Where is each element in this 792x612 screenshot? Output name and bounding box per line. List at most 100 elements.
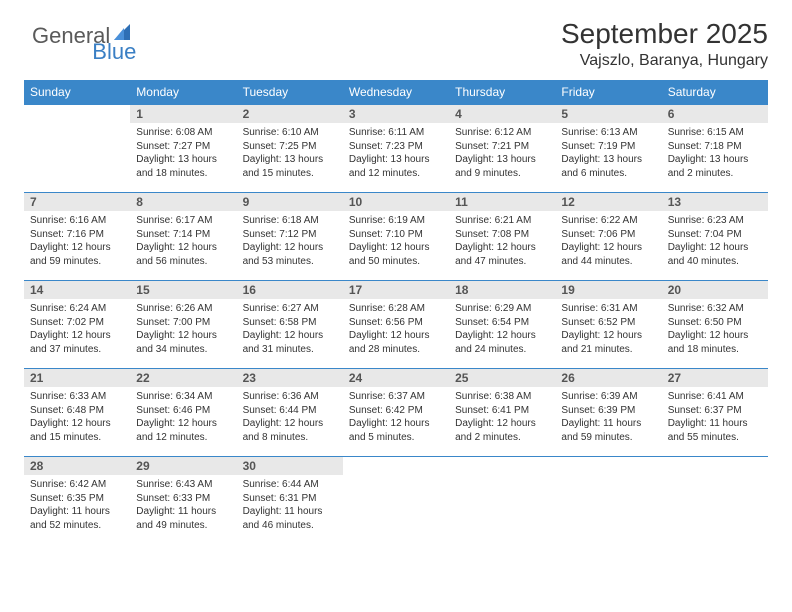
sunrise-line: Sunrise: 6:26 AM <box>136 302 230 316</box>
logo: General Blue <box>32 22 180 49</box>
calendar-table: Sunday Monday Tuesday Wednesday Thursday… <box>24 80 768 545</box>
sunrise-line: Sunrise: 6:27 AM <box>243 302 337 316</box>
daylight-line: Daylight: 11 hours and 52 minutes. <box>30 505 124 532</box>
sunrise-line: Sunrise: 6:39 AM <box>561 390 655 404</box>
calendar-day-cell <box>449 457 555 545</box>
daylight-line: Daylight: 13 hours and 12 minutes. <box>349 153 443 180</box>
sunrise-line: Sunrise: 6:42 AM <box>30 478 124 492</box>
col-monday: Monday <box>130 80 236 105</box>
day-details: Sunrise: 6:11 AMSunset: 7:23 PMDaylight:… <box>343 123 449 184</box>
daylight-line: Daylight: 12 hours and 50 minutes. <box>349 241 443 268</box>
daylight-line: Daylight: 13 hours and 6 minutes. <box>561 153 655 180</box>
col-tuesday: Tuesday <box>237 80 343 105</box>
sunrise-line: Sunrise: 6:17 AM <box>136 214 230 228</box>
sunset-line: Sunset: 7:04 PM <box>668 228 762 242</box>
day-details: Sunrise: 6:10 AMSunset: 7:25 PMDaylight:… <box>237 123 343 184</box>
day-number: 14 <box>24 281 130 299</box>
daylight-line: Daylight: 12 hours and 28 minutes. <box>349 329 443 356</box>
day-details: Sunrise: 6:16 AMSunset: 7:16 PMDaylight:… <box>24 211 130 272</box>
sunset-line: Sunset: 7:00 PM <box>136 316 230 330</box>
sunrise-line: Sunrise: 6:34 AM <box>136 390 230 404</box>
calendar-week-row: 14Sunrise: 6:24 AMSunset: 7:02 PMDayligh… <box>24 281 768 369</box>
calendar-day-cell: 25Sunrise: 6:38 AMSunset: 6:41 PMDayligh… <box>449 369 555 457</box>
sunset-line: Sunset: 7:27 PM <box>136 140 230 154</box>
day-number: 17 <box>343 281 449 299</box>
day-details: Sunrise: 6:19 AMSunset: 7:10 PMDaylight:… <box>343 211 449 272</box>
sunrise-line: Sunrise: 6:23 AM <box>668 214 762 228</box>
sunset-line: Sunset: 6:33 PM <box>136 492 230 506</box>
calendar-day-cell <box>24 105 130 193</box>
daylight-line: Daylight: 11 hours and 59 minutes. <box>561 417 655 444</box>
daylight-line: Daylight: 11 hours and 46 minutes. <box>243 505 337 532</box>
calendar-day-cell: 15Sunrise: 6:26 AMSunset: 7:00 PMDayligh… <box>130 281 236 369</box>
col-friday: Friday <box>555 80 661 105</box>
day-details: Sunrise: 6:15 AMSunset: 7:18 PMDaylight:… <box>662 123 768 184</box>
sunrise-line: Sunrise: 6:37 AM <box>349 390 443 404</box>
day-number: 12 <box>555 193 661 211</box>
daylight-line: Daylight: 12 hours and 12 minutes. <box>136 417 230 444</box>
daylight-line: Daylight: 12 hours and 44 minutes. <box>561 241 655 268</box>
daylight-line: Daylight: 12 hours and 2 minutes. <box>455 417 549 444</box>
day-number: 2 <box>237 105 343 123</box>
sunset-line: Sunset: 7:14 PM <box>136 228 230 242</box>
calendar-day-cell <box>662 457 768 545</box>
daylight-line: Daylight: 12 hours and 59 minutes. <box>30 241 124 268</box>
calendar-day-cell: 14Sunrise: 6:24 AMSunset: 7:02 PMDayligh… <box>24 281 130 369</box>
day-number: 4 <box>449 105 555 123</box>
calendar-day-cell: 19Sunrise: 6:31 AMSunset: 6:52 PMDayligh… <box>555 281 661 369</box>
day-details: Sunrise: 6:32 AMSunset: 6:50 PMDaylight:… <box>662 299 768 360</box>
sunset-line: Sunset: 7:02 PM <box>30 316 124 330</box>
calendar-day-cell: 23Sunrise: 6:36 AMSunset: 6:44 PMDayligh… <box>237 369 343 457</box>
day-details: Sunrise: 6:26 AMSunset: 7:00 PMDaylight:… <box>130 299 236 360</box>
sunset-line: Sunset: 6:48 PM <box>30 404 124 418</box>
daylight-line: Daylight: 12 hours and 18 minutes. <box>668 329 762 356</box>
day-number: 8 <box>130 193 236 211</box>
sunset-line: Sunset: 7:08 PM <box>455 228 549 242</box>
sunrise-line: Sunrise: 6:31 AM <box>561 302 655 316</box>
daylight-line: Daylight: 12 hours and 8 minutes. <box>243 417 337 444</box>
calendar-day-cell: 7Sunrise: 6:16 AMSunset: 7:16 PMDaylight… <box>24 193 130 281</box>
col-sunday: Sunday <box>24 80 130 105</box>
day-details: Sunrise: 6:24 AMSunset: 7:02 PMDaylight:… <box>24 299 130 360</box>
sunrise-line: Sunrise: 6:33 AM <box>30 390 124 404</box>
day-number: 27 <box>662 369 768 387</box>
calendar-day-cell: 30Sunrise: 6:44 AMSunset: 6:31 PMDayligh… <box>237 457 343 545</box>
day-number: 25 <box>449 369 555 387</box>
day-number: 13 <box>662 193 768 211</box>
calendar-day-cell: 18Sunrise: 6:29 AMSunset: 6:54 PMDayligh… <box>449 281 555 369</box>
day-number: 5 <box>555 105 661 123</box>
calendar-day-cell: 28Sunrise: 6:42 AMSunset: 6:35 PMDayligh… <box>24 457 130 545</box>
daylight-line: Daylight: 12 hours and 24 minutes. <box>455 329 549 356</box>
daylight-line: Daylight: 12 hours and 37 minutes. <box>30 329 124 356</box>
day-details: Sunrise: 6:42 AMSunset: 6:35 PMDaylight:… <box>24 475 130 536</box>
day-number: 22 <box>130 369 236 387</box>
sunrise-line: Sunrise: 6:16 AM <box>30 214 124 228</box>
sunrise-line: Sunrise: 6:22 AM <box>561 214 655 228</box>
day-details: Sunrise: 6:37 AMSunset: 6:42 PMDaylight:… <box>343 387 449 448</box>
sunrise-line: Sunrise: 6:36 AM <box>243 390 337 404</box>
day-number: 29 <box>130 457 236 475</box>
day-details: Sunrise: 6:28 AMSunset: 6:56 PMDaylight:… <box>343 299 449 360</box>
day-header-row: Sunday Monday Tuesday Wednesday Thursday… <box>24 80 768 105</box>
daylight-line: Daylight: 12 hours and 34 minutes. <box>136 329 230 356</box>
calendar-day-cell: 10Sunrise: 6:19 AMSunset: 7:10 PMDayligh… <box>343 193 449 281</box>
daylight-line: Daylight: 13 hours and 18 minutes. <box>136 153 230 180</box>
day-details: Sunrise: 6:38 AMSunset: 6:41 PMDaylight:… <box>449 387 555 448</box>
day-details: Sunrise: 6:08 AMSunset: 7:27 PMDaylight:… <box>130 123 236 184</box>
sunrise-line: Sunrise: 6:21 AM <box>455 214 549 228</box>
sunset-line: Sunset: 7:16 PM <box>30 228 124 242</box>
calendar-day-cell: 26Sunrise: 6:39 AMSunset: 6:39 PMDayligh… <box>555 369 661 457</box>
day-details: Sunrise: 6:29 AMSunset: 6:54 PMDaylight:… <box>449 299 555 360</box>
sunset-line: Sunset: 7:25 PM <box>243 140 337 154</box>
sunrise-line: Sunrise: 6:10 AM <box>243 126 337 140</box>
sunrise-line: Sunrise: 6:11 AM <box>349 126 443 140</box>
day-details: Sunrise: 6:33 AMSunset: 6:48 PMDaylight:… <box>24 387 130 448</box>
calendar-day-cell: 2Sunrise: 6:10 AMSunset: 7:25 PMDaylight… <box>237 105 343 193</box>
daylight-line: Daylight: 12 hours and 56 minutes. <box>136 241 230 268</box>
sunset-line: Sunset: 7:19 PM <box>561 140 655 154</box>
daylight-line: Daylight: 11 hours and 55 minutes. <box>668 417 762 444</box>
sunrise-line: Sunrise: 6:32 AM <box>668 302 762 316</box>
day-number: 23 <box>237 369 343 387</box>
col-wednesday: Wednesday <box>343 80 449 105</box>
day-number: 21 <box>24 369 130 387</box>
